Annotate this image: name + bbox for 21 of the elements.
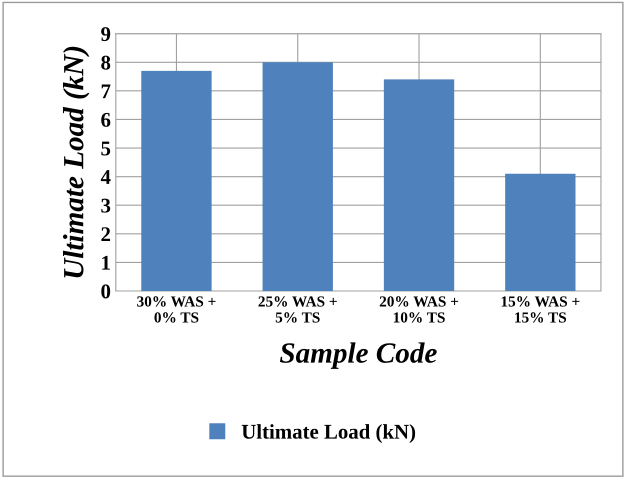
y-axis-title: Ultimate Load (kN) <box>62 46 90 278</box>
y-tick-label: 1 <box>102 256 110 270</box>
x-tick-label: 30% WAS + 0% TS <box>137 296 216 323</box>
y-tick-label: 0 <box>101 284 110 298</box>
bar <box>141 70 212 292</box>
bar <box>384 79 454 292</box>
legend-label: Ultimate Load (kN) <box>242 424 416 444</box>
y-tick-label: 6 <box>101 112 110 127</box>
y-tick-label: 7 <box>102 84 110 98</box>
y-tick-label: 2 <box>101 227 110 242</box>
y-tick-label: 9 <box>101 27 110 42</box>
y-tick-label: 5 <box>101 142 110 156</box>
x-tick-label: 20% WAS + 10% TS <box>380 296 458 323</box>
x-tick-label: 15% WAS + 15% TS <box>502 296 580 323</box>
x-tick-label: 25% WAS + 5% TS <box>258 296 337 323</box>
x-axis-title: Sample Code <box>280 342 437 369</box>
y-tick-label: 8 <box>101 56 110 70</box>
y-tick-label: 4 <box>100 170 111 184</box>
y-tick-label: 3 <box>101 198 110 213</box>
bar <box>505 174 576 292</box>
bar <box>262 62 333 292</box>
